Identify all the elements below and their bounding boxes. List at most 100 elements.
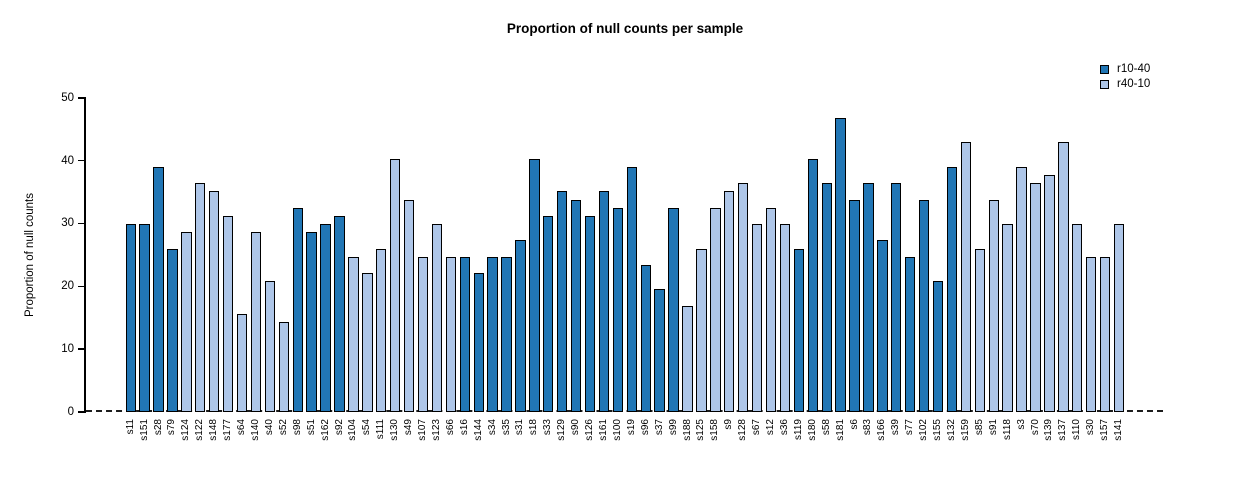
legend: r10-40 r40-10 [1100,62,1150,92]
bar-s111 [376,248,387,412]
bar-s141 [1113,224,1125,412]
x-axis-label-s51: s51 [305,419,317,436]
bar-s129 [557,191,568,412]
bar-s188 [682,305,693,412]
x-axis-label-s119: s119 [792,419,804,440]
bar-s18 [529,158,540,412]
x-axis-label-s129: s129 [556,419,568,441]
x-axis-label-s34: s34 [486,419,498,436]
y-tick-0 [78,411,85,413]
x-axis-label-s132: s132 [945,419,957,441]
x-axis-label-s128: s128 [737,419,749,441]
x-axis-label-s31: s31 [514,419,526,436]
x-axis-label-s139: s139 [1043,419,1055,441]
bar-s157 [1099,256,1111,412]
bar-s34 [487,256,498,412]
x-axis-label-s90: s90 [570,419,582,436]
bar-s166 [877,240,888,412]
x-axis-label-s6: s6 [848,419,860,430]
x-axis-label-s79: s79 [166,419,178,436]
x-axis-label-s67: s67 [751,419,763,436]
x-axis-label-s96: s96 [639,419,651,436]
y-tick-label-20: 20 [61,280,74,293]
chart-title: Proportion of null counts per sample [506,21,744,36]
y-tick-40 [78,159,85,162]
bar-s36 [779,224,791,412]
bar-s91 [988,199,999,412]
x-axis-label-s159: s159 [959,419,971,441]
x-axis-label-s91: s91 [987,419,999,436]
legend-label-r40-10: r40-10 [1117,78,1151,90]
bar-s31 [515,240,526,412]
bar-s58 [821,183,832,412]
x-axis-label-s77: s77 [904,419,916,436]
x-axis-label-s157: s157 [1099,419,1111,441]
bar-s12 [765,207,777,412]
x-axis-label-s99: s99 [667,419,679,436]
bar-s96 [640,264,651,412]
bar-s66 [445,256,457,412]
zero-baseline-dashed [86,410,1163,412]
x-axis-label-s33: s33 [542,419,554,436]
bar-s37 [654,289,665,412]
bar-s54 [362,273,373,412]
x-axis-label-s107: s107 [417,419,429,441]
x-axis-label-s158: s158 [709,419,721,441]
legend-item-r10-40: r10-40 [1100,62,1150,76]
x-axis-label-s37: s37 [653,419,665,436]
x-axis-label-s92: s92 [333,419,345,436]
x-axis-label-s28: s28 [152,419,164,436]
bar-s119 [793,248,805,412]
x-axis-label-s161: s161 [597,419,609,441]
bar-s9 [724,191,735,412]
bar-s158 [710,207,721,412]
bar-s85 [974,248,985,412]
bar-s140 [250,232,262,412]
x-axis-label-s151: s151 [138,419,150,441]
bar-s77 [905,256,916,412]
x-axis-label-s166: s166 [876,419,888,441]
x-axis-label-s181: s181 [834,419,846,441]
bar-s151 [139,224,150,412]
x-axis-label-s141: s141 [1113,419,1125,441]
x-axis-label-s180: s180 [806,419,818,441]
x-axis-label-s155: s155 [932,419,944,441]
bar-s19 [626,166,637,412]
x-axis-label-s64: s64 [236,419,248,436]
bar-s28 [153,166,164,412]
bar-s98 [292,207,303,412]
x-axis-label-s130: s130 [389,419,401,441]
y-tick-50 [78,97,85,99]
x-axis-label-s83: s83 [862,419,874,436]
x-axis-label-s126: s126 [584,419,596,441]
y-tick-20 [78,285,85,288]
x-axis-label-s140: s140 [249,419,261,441]
bar-s49 [403,199,415,412]
x-axis-label-s188: s188 [681,419,693,441]
legend-swatch-r40-10 [1100,79,1109,89]
bar-s11 [125,224,136,412]
bar-s155 [932,281,944,412]
y-axis-line [84,97,86,413]
x-axis-label-s123: s123 [430,419,442,441]
bar-s51 [306,232,317,412]
y-tick-label-40: 40 [61,154,74,167]
bar-s126 [584,215,596,412]
bar-s67 [751,224,763,412]
x-axis-label-s118: s118 [1001,419,1013,440]
x-axis-label-s177: s177 [222,419,234,441]
x-axis-label-s49: s49 [403,419,415,436]
bar-s132 [946,166,958,412]
bar-s123 [431,224,443,412]
x-axis-label-s16: s16 [458,419,470,436]
bar-s30 [1085,256,1097,412]
y-tick-label-50: 50 [61,91,74,104]
y-tick-label-0: 0 [67,406,74,418]
x-axis-label-s122: s122 [194,419,206,441]
bar-s180 [807,158,818,412]
x-axis-label-s18: s18 [528,419,540,436]
x-axis-label-s9: s9 [723,419,735,430]
legend-label-r10-40: r10-40 [1117,63,1151,75]
y-axis-title: Proportion of null counts [24,192,36,318]
